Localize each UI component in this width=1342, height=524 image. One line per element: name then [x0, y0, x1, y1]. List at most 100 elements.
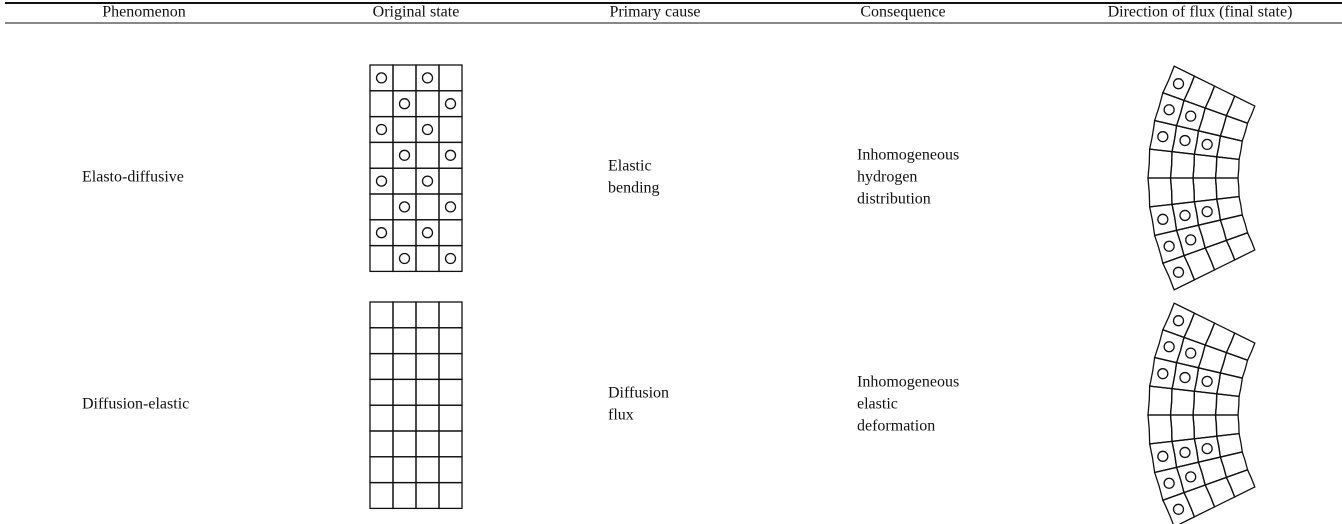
grid-cell: [438, 90, 463, 118]
original-state-grid: [369, 301, 463, 510]
grid-cell: [415, 352, 440, 381]
consequence: deformation: [857, 418, 935, 435]
grid-cell: [1215, 195, 1243, 221]
grid-cell: [415, 193, 440, 221]
grid-cell: [415, 430, 440, 458]
grid-cell: [1225, 332, 1256, 362]
hydrogen-atom: [1157, 131, 1169, 143]
hydrogen-atom: [1179, 134, 1191, 147]
grid-cell: [415, 378, 440, 406]
hydrogen-atom: [375, 123, 388, 136]
phenomenon: Diffusion-elastic: [82, 396, 189, 413]
grid-cell: [1214, 414, 1240, 437]
hydrogen-atom: [1157, 368, 1169, 380]
hydrogen-atom: [1163, 477, 1175, 489]
grid-cell: [1169, 150, 1196, 179]
grid-cell: [415, 456, 440, 484]
grid-cell: [1215, 135, 1243, 161]
hydrogen-atom: [444, 252, 457, 265]
hydrogen-atom: [1185, 347, 1197, 359]
grid-cell: [369, 481, 394, 510]
original-state-grid: [369, 64, 463, 273]
column-header: Consequence: [860, 4, 945, 21]
final-state-grid: [1147, 65, 1256, 291]
grid-cell: [1153, 229, 1185, 265]
grid-cell: [1161, 491, 1196, 524]
grid-cell: [1153, 466, 1185, 502]
hydrogen-atom: [1201, 442, 1213, 455]
grid-cell: [369, 301, 394, 329]
grid-cell: [1204, 476, 1236, 508]
grid-cell: [1225, 231, 1256, 261]
hydrogen-atom: [421, 123, 434, 136]
grid-cell: [392, 430, 417, 458]
grid-cell: [392, 64, 417, 92]
grid-cell: [1161, 302, 1196, 339]
hydrogen-atom: [1172, 503, 1185, 515]
grid-cell: [369, 456, 394, 484]
grid-cell: [1214, 156, 1240, 179]
grid-cell: [392, 115, 417, 144]
grid-cell: [369, 193, 394, 221]
grid-cell: [1183, 484, 1216, 518]
grid-cell: [1169, 387, 1196, 416]
grid-cell: [1192, 390, 1218, 416]
grid-cell: [392, 404, 417, 432]
hydrogen-atom: [444, 149, 457, 161]
grid-cell: [415, 327, 440, 355]
hydrogen-atom: [398, 98, 411, 110]
grid-cell: [1193, 367, 1222, 395]
grid-cell: [1147, 177, 1173, 208]
column-header: Direction of flux (final state): [1108, 4, 1293, 21]
hydrogen-atom: [1185, 110, 1197, 122]
hydrogen-atom: [1185, 471, 1197, 483]
table-body: Phenomenon Original state Primary cause Con…: [82, 4, 1292, 524]
grid-cell: [392, 378, 417, 406]
grid-cell: [1175, 224, 1206, 257]
grid-cell: [392, 301, 417, 329]
hydrogen-atom: [1172, 78, 1185, 90]
grid-cell: [438, 141, 463, 169]
grid-cell: [369, 64, 394, 92]
hydrogen-atom: [1172, 266, 1185, 278]
grid-cell: [369, 352, 394, 381]
hydrogen-atom: [375, 72, 388, 84]
hydrogen-atom: [1163, 104, 1175, 116]
grid-cell: [369, 378, 394, 406]
grid-cell: [1214, 393, 1240, 416]
hydrogen-atom: [398, 252, 411, 265]
grid-cell: [1215, 432, 1243, 458]
grid-cell: [369, 244, 394, 273]
grid-cell: [438, 481, 463, 510]
hydrogen-atom: [398, 201, 411, 213]
hydrogen-atom: [1163, 240, 1175, 252]
final-state-grid: [1147, 302, 1256, 524]
grid-cell: [392, 167, 417, 195]
grid-cell: [438, 301, 463, 329]
phenomenon: Elasto-diffusive: [82, 169, 184, 186]
hydrogen-atom: [1201, 138, 1213, 151]
grid-cell: [415, 244, 440, 273]
grid-cell: [392, 456, 417, 484]
grid-cell: [438, 456, 463, 484]
grid-cell: [392, 481, 417, 510]
grid-cell: [1219, 451, 1249, 479]
grid-cell: [369, 327, 394, 355]
grid-cell: [1204, 239, 1236, 271]
grid-cell: [1204, 85, 1236, 117]
grid-cell: [1169, 177, 1196, 206]
hydrogen-atom: [1163, 341, 1175, 353]
grid-cell: [415, 141, 440, 169]
grid-cell: [1147, 414, 1173, 445]
grid-cell: [415, 167, 440, 195]
primary-cause: bending: [608, 180, 660, 197]
hydrogen-atom: [444, 201, 457, 213]
hydrogen-atom: [421, 175, 434, 187]
grid-cell: [1215, 372, 1243, 398]
grid-cell: [1192, 177, 1218, 203]
grid-cell: [369, 90, 394, 118]
grid-cell: [1183, 75, 1216, 109]
primary-cause: flux: [608, 407, 634, 424]
grid-cell: [438, 244, 463, 273]
